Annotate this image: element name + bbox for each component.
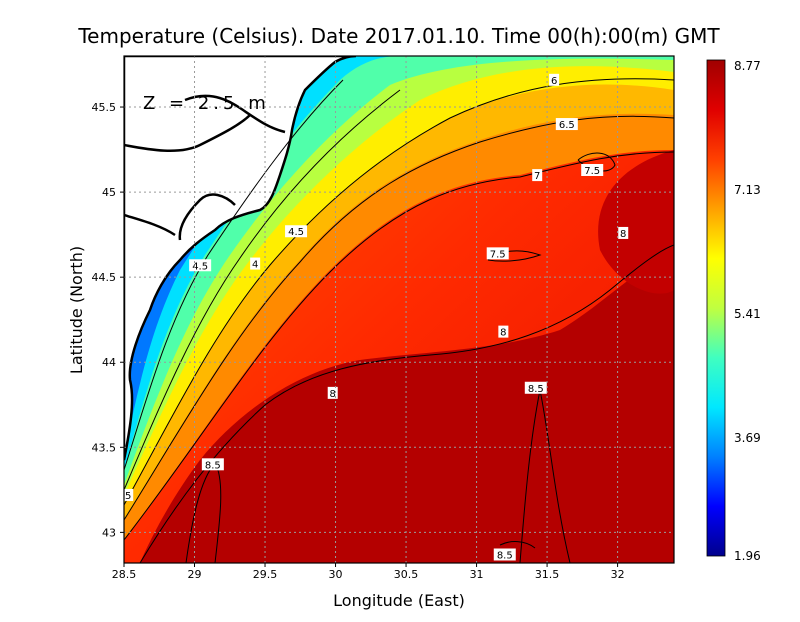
contour-label: 7.5 — [584, 166, 600, 177]
contour-line — [499, 541, 536, 549]
contour-label: 4.5 — [288, 227, 304, 238]
contour-label: 4 — [252, 260, 258, 271]
x-tick-label: 30.5 — [394, 568, 419, 581]
contour-label: 6.5 — [559, 120, 575, 131]
y-tick-label: 43.5 — [92, 441, 117, 454]
contour-line — [124, 151, 674, 541]
contour-label-bg — [549, 73, 560, 86]
y-axis-ticks: 43 43.5 44 44.5 45 45.5 — [92, 101, 124, 539]
contour-label: 6 — [551, 76, 557, 87]
contour-labels: 4 4.5 4.5 5 6 6.5 7 7.5 7.5 8 8 8 8.5 8.5 8.5 — [124, 73, 629, 561]
contour-line — [124, 79, 344, 471]
colorbar-labels: 8.77 7.13 5.41 3.69 1.96 — [734, 59, 761, 563]
contour-label: 8 — [500, 328, 506, 339]
colorbar-label: 3.69 — [734, 431, 761, 445]
depth-annotation: Z = 2.5 m — [143, 93, 270, 114]
coastline-land — [124, 56, 357, 461]
x-axis-label: Longitude (East) — [333, 591, 465, 610]
contour-label-bg — [493, 548, 516, 561]
contour-label-bg — [124, 488, 134, 501]
y-tick-label: 43 — [102, 526, 116, 539]
contour-label-bg — [581, 163, 604, 176]
y-tick-label: 44.5 — [92, 271, 117, 284]
x-tick-label: 28.5 — [112, 568, 137, 581]
x-tick-label: 29.5 — [253, 568, 278, 581]
contour-label-bg — [498, 325, 509, 338]
peninsula-outline — [184, 94, 286, 134]
lagoon-coastline — [124, 114, 251, 241]
contour-label: 4.5 — [192, 261, 208, 272]
x-tick-label: 29 — [188, 568, 202, 581]
colorbar-label: 7.13 — [734, 183, 761, 197]
x-tick-label: 32 — [611, 568, 625, 581]
chart-title: Temperature (Celsius). Date 2017.01.10. … — [77, 24, 720, 48]
plot-frame — [123, 55, 675, 564]
contour-label: 5 — [125, 491, 131, 502]
contour-label-bg — [327, 386, 338, 399]
x-tick-label: 31.5 — [535, 568, 560, 581]
contour-label-bg — [285, 225, 308, 238]
contour-label-bg — [486, 247, 509, 260]
contour-line — [124, 89, 401, 491]
colorbar-label: 1.96 — [734, 549, 761, 563]
contour-label: 8 — [330, 389, 336, 400]
warm-core-lobe — [598, 150, 674, 294]
contour-label: 8 — [620, 229, 626, 240]
warm-core-region — [140, 258, 674, 563]
contour-label-bg — [532, 169, 543, 182]
y-tick-label: 44 — [102, 356, 116, 369]
y-tick-label: 45 — [102, 186, 116, 199]
contour-label-bg — [524, 381, 547, 394]
colorbar-label: 5.41 — [734, 307, 761, 321]
contour-label: 7 — [534, 171, 540, 182]
x-tick-label: 30 — [329, 568, 343, 581]
x-tick-label: 31 — [470, 568, 484, 581]
contour-label-bg — [250, 257, 261, 270]
contour-label: 7.5 — [490, 249, 506, 260]
contour-label-bg — [201, 458, 224, 471]
contour-label: 8.5 — [205, 460, 221, 471]
plot-area: 4 4.5 4.5 5 6 6.5 7 7.5 7.5 8 8 8 8.5 8.5 8.5 — [124, 56, 674, 563]
x-axis-ticks: 28.5 29 29.5 30 30.5 31 31.5 32 — [112, 563, 625, 581]
contour-label-bg — [618, 226, 629, 239]
y-tick-label: 45.5 — [92, 101, 117, 114]
contour-label: 8.5 — [497, 550, 513, 561]
y-axis-label: Latitude (North) — [67, 246, 86, 374]
colorbar — [706, 59, 726, 557]
grid-lines — [124, 56, 674, 563]
contour-label: 8.5 — [528, 384, 544, 395]
colorbar-label: 8.77 — [734, 59, 761, 73]
contour-label-bg — [555, 118, 578, 131]
